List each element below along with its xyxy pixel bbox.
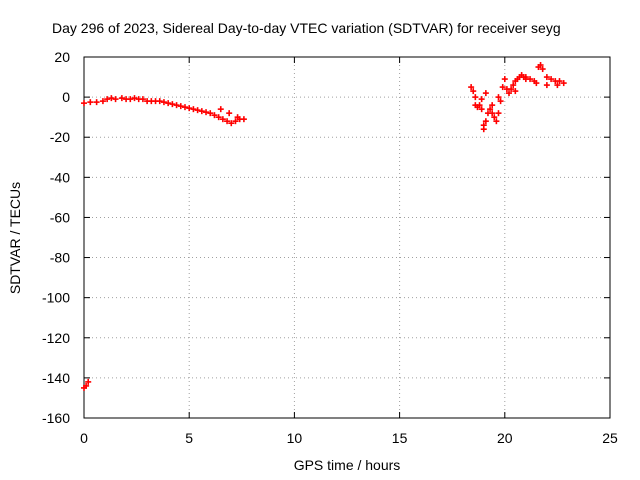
data-point: [160, 99, 167, 106]
data-point: [203, 109, 210, 116]
y-tick-label: 20: [54, 49, 70, 65]
data-point: [499, 84, 506, 91]
x-tick-label: 20: [497, 430, 513, 446]
data-point: [156, 98, 163, 105]
data-point: [476, 102, 483, 109]
data-point: [482, 90, 489, 97]
data-point: [99, 98, 106, 105]
data-point: [198, 108, 205, 115]
data-point: [497, 98, 504, 105]
y-tick-label: -20: [50, 129, 70, 145]
axis-ticks: [83, 56, 611, 419]
data-point: [194, 107, 201, 114]
data-point: [181, 104, 188, 111]
data-point: [165, 100, 172, 107]
data-point: [487, 106, 494, 113]
data-point: [493, 118, 500, 125]
x-axis-label: GPS time / hours: [294, 457, 401, 473]
data-point: [554, 82, 561, 89]
y-tick-label: -60: [50, 209, 70, 225]
data-point: [533, 80, 540, 87]
data-point: [522, 76, 529, 83]
data-point: [556, 78, 563, 85]
data-point: [93, 99, 100, 106]
data-point: [560, 80, 567, 87]
y-tick-label: -100: [42, 290, 70, 306]
data-point: [224, 118, 231, 125]
data-point: [87, 99, 94, 106]
data-point: [495, 110, 502, 117]
data-point: [510, 82, 517, 89]
data-point: [489, 102, 496, 109]
y-tick-label: -140: [42, 370, 70, 386]
data-point: [495, 94, 502, 101]
x-tick-label: 10: [287, 430, 303, 446]
data-point: [543, 82, 550, 89]
data-point: [489, 110, 496, 117]
data-point: [131, 95, 138, 102]
y-tick-label: -80: [50, 250, 70, 266]
data-point: [468, 84, 475, 91]
data-point: [548, 76, 555, 83]
x-tick-label: 25: [602, 430, 618, 446]
x-tick-label: 5: [185, 430, 193, 446]
data-point: [186, 105, 193, 112]
data-point: [112, 96, 119, 103]
data-point: [219, 116, 226, 123]
data-point: [512, 88, 519, 95]
data-point: [508, 86, 515, 93]
data-point: [478, 106, 485, 113]
data-point: [85, 378, 92, 385]
data-point: [118, 95, 125, 102]
x-tick-labels: 0 5 10 15 20 25: [80, 430, 618, 446]
data-point: [190, 106, 197, 113]
data-point: [537, 62, 544, 69]
data-point: [491, 114, 498, 121]
data-point: [240, 116, 247, 123]
data-point: [539, 66, 546, 73]
data-point: [104, 96, 111, 103]
data-point: [232, 118, 239, 125]
data-point: [234, 114, 241, 121]
data-point: [226, 110, 233, 117]
y-tick-label: 0: [62, 89, 70, 105]
y-tick-label: -160: [42, 410, 70, 426]
data-point: [472, 94, 479, 101]
plot-frame: [83, 56, 611, 419]
data-point: [478, 96, 485, 103]
data-points: [81, 62, 567, 391]
data-point: [228, 120, 235, 127]
data-point: [215, 114, 222, 121]
y-tick-label: -40: [50, 169, 70, 185]
data-point: [108, 95, 115, 102]
data-point: [173, 102, 180, 109]
data-point: [470, 88, 477, 95]
data-point: [169, 101, 176, 108]
data-point: [506, 90, 513, 97]
data-point: [482, 118, 489, 125]
x-tick-label: 15: [392, 430, 408, 446]
data-point: [211, 112, 218, 119]
x-tick-label: 0: [80, 430, 88, 446]
data-point: [543, 74, 550, 81]
data-point: [217, 106, 224, 113]
data-point: [177, 103, 184, 110]
data-point: [139, 96, 146, 103]
y-tick-labels: -160 -140 -120 -100 -80 -60 -40 -20 0 20: [42, 49, 70, 426]
data-point: [81, 100, 87, 107]
data-point: [501, 76, 508, 83]
y-tick-label: -120: [42, 330, 70, 346]
chart-title: Day 296 of 2023, Sidereal Day-to-day VTE…: [52, 20, 561, 36]
grid-lines: [84, 57, 610, 418]
data-point: [127, 96, 134, 103]
data-point: [480, 126, 487, 133]
y-axis-label: SDTVAR / TECUs: [7, 182, 23, 294]
data-point: [83, 382, 90, 389]
data-point: [207, 110, 214, 117]
